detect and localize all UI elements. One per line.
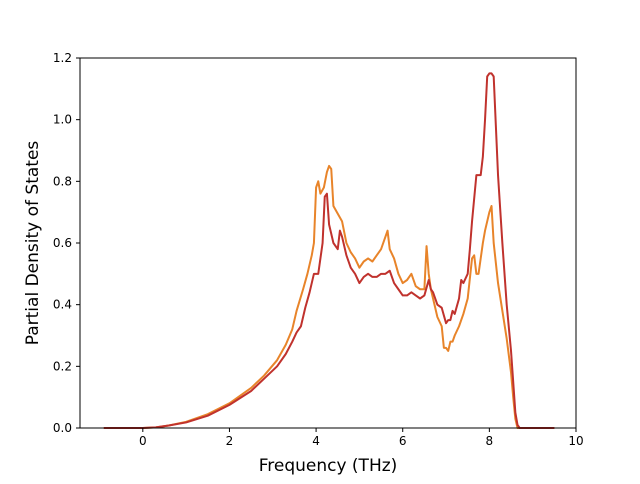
- x-tick-label: 8: [486, 434, 494, 448]
- x-tick-label: 2: [226, 434, 234, 448]
- x-axis-label: Frequency (THz): [259, 456, 398, 476]
- x-axis-ticks: 0 2 4 6 8 10: [139, 428, 584, 448]
- y-tick-label: 1.0: [53, 113, 72, 127]
- y-tick-label: 0.0: [53, 421, 72, 435]
- series-line-2: [103, 72, 555, 429]
- x-tick-label: 0: [139, 434, 147, 448]
- series-layer: [103, 72, 555, 429]
- y-axis-ticks: 0.0 0.2 0.4 0.6 0.8 1.0 1.2: [53, 51, 80, 435]
- y-tick-label: 0.8: [53, 174, 72, 188]
- series-line-1: [103, 164, 555, 429]
- y-axis-label: Partial Density of States: [23, 141, 43, 346]
- y-tick-label: 0.6: [53, 236, 72, 250]
- x-tick-label: 4: [312, 434, 320, 448]
- y-tick-label: 0.4: [53, 298, 72, 312]
- x-tick-label: 6: [399, 434, 407, 448]
- y-tick-label: 1.2: [53, 51, 72, 65]
- x-tick-label: 10: [568, 434, 583, 448]
- y-tick-label: 0.2: [53, 359, 72, 373]
